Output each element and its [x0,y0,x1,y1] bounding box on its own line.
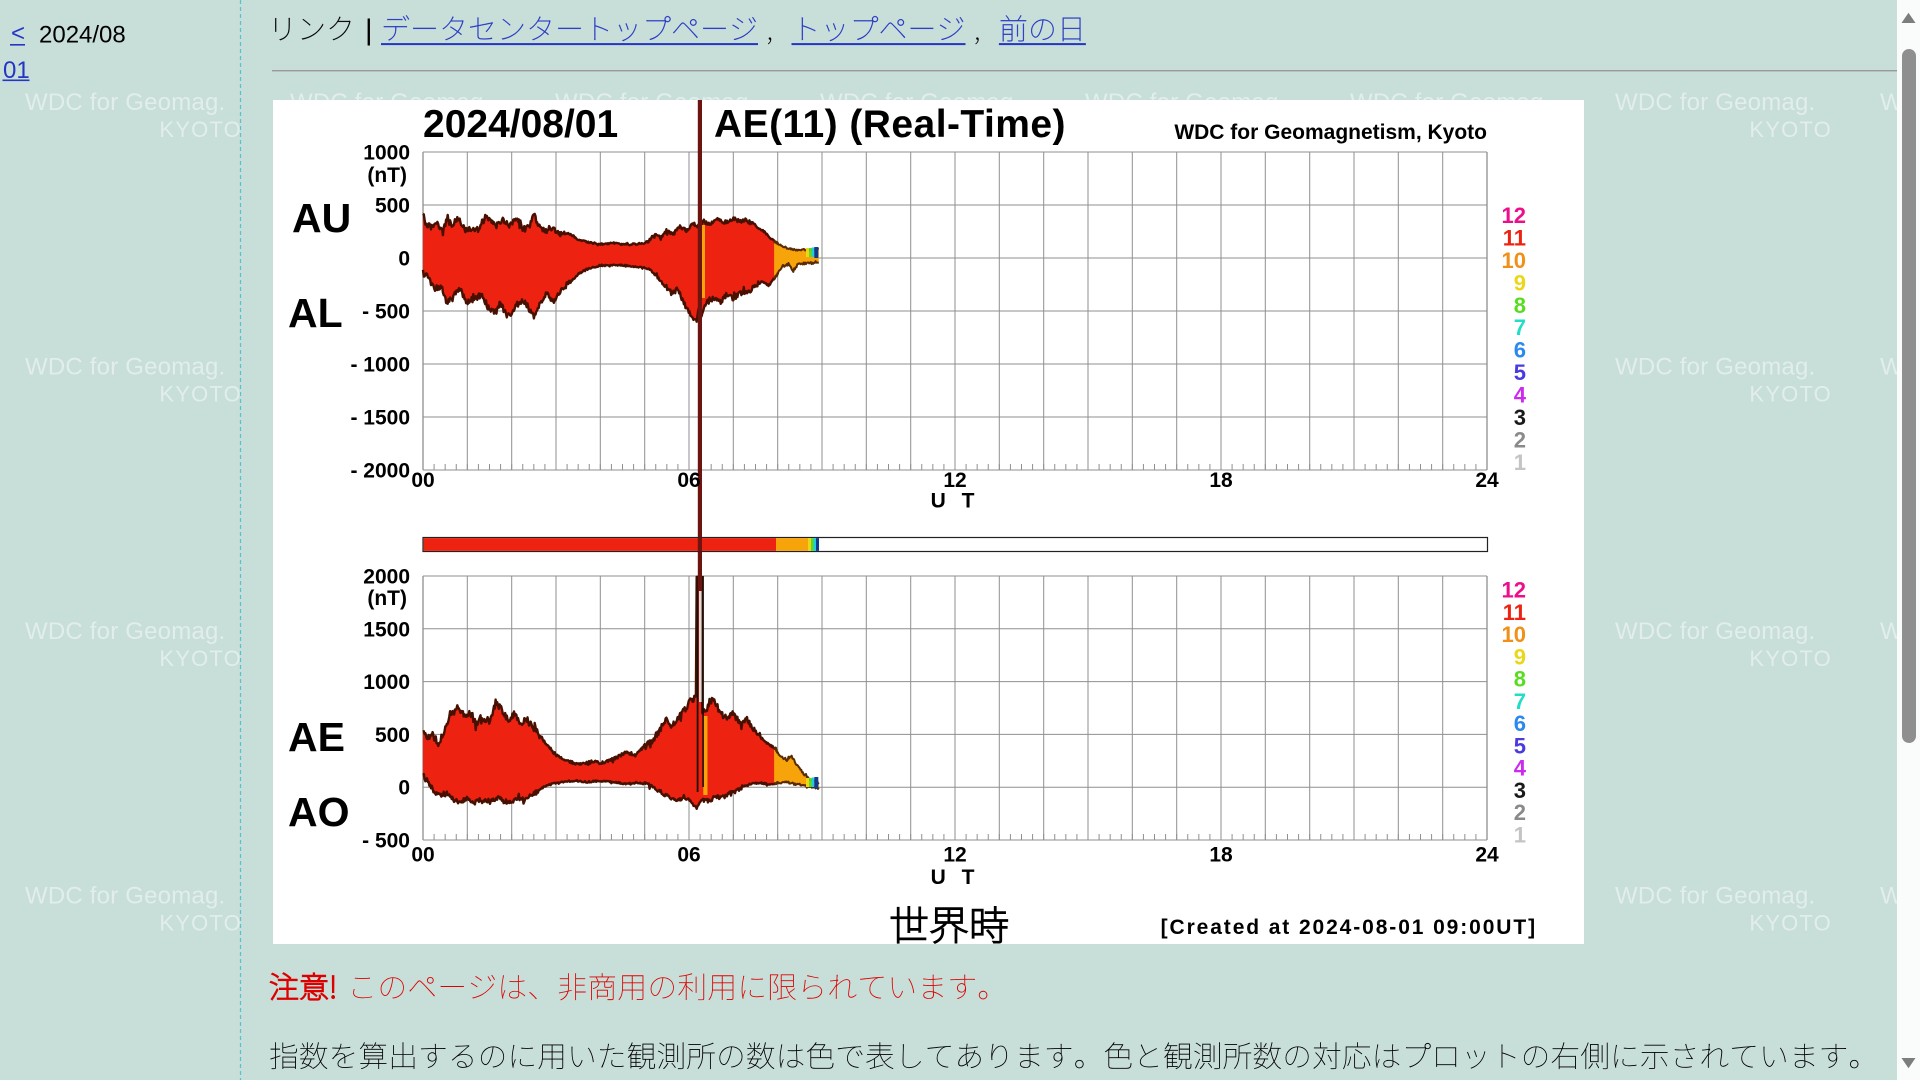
svg-text:<: < [11,20,25,47]
svg-text:6: 6 [1514,711,1526,736]
svg-text:7: 7 [1514,315,1526,340]
svg-text:- 2000: - 2000 [350,460,410,483]
svg-text:AE: AE [288,714,345,760]
svg-text:2000: 2000 [363,566,410,589]
svg-text:500: 500 [375,724,410,747]
svg-text:06: 06 [677,469,700,492]
svg-text:6: 6 [1514,338,1526,363]
svg-text:18: 18 [1209,844,1233,867]
svg-text:4: 4 [1514,756,1527,781]
svg-text:00: 00 [411,469,434,492]
svg-text:12: 12 [943,844,966,867]
svg-text:1: 1 [1514,450,1526,475]
svg-text:1000: 1000 [363,671,410,694]
svg-text:7: 7 [1514,689,1526,714]
svg-text:12: 12 [1502,203,1526,228]
svg-text:2024/08/01: 2024/08/01 [423,103,618,146]
svg-text:11: 11 [1503,225,1526,250]
svg-text:12: 12 [1502,578,1526,603]
svg-text:- 1500: - 1500 [350,407,410,430]
svg-text:18: 18 [1209,469,1233,492]
svg-text:10: 10 [1502,622,1526,647]
svg-text:4: 4 [1514,383,1527,408]
svg-text:5: 5 [1514,733,1526,758]
svg-text:06: 06 [677,844,700,867]
svg-text:3: 3 [1514,405,1526,430]
svg-text:WDC for Geomagnetism, Kyoto: WDC for Geomagnetism, Kyoto [1174,121,1487,144]
svg-text:1000: 1000 [363,142,410,165]
svg-text:- 1000: - 1000 [350,354,410,377]
svg-text:(nT): (nT) [367,587,407,610]
svg-text:U T: U T [931,866,980,889]
svg-text:0: 0 [398,248,410,271]
svg-text:11: 11 [1503,600,1526,625]
svg-text:(nT): (nT) [367,164,407,187]
svg-text:8: 8 [1514,667,1526,692]
svg-text:3: 3 [1514,778,1526,803]
svg-text:- 500: - 500 [362,301,410,324]
svg-text:12: 12 [943,469,966,492]
svg-text:1: 1 [1514,823,1526,848]
svg-text:|: | [365,15,373,47]
svg-text:500: 500 [375,195,410,218]
svg-text:AL: AL [288,290,343,336]
svg-text:1500: 1500 [363,618,410,641]
svg-text:24: 24 [1475,469,1499,492]
svg-text:2024/08: 2024/08 [39,22,126,49]
svg-text:2: 2 [1514,800,1526,825]
svg-text:U T: U T [931,490,980,513]
svg-text:0: 0 [398,777,410,800]
svg-text:8: 8 [1514,293,1526,318]
svg-text:9: 9 [1514,644,1526,669]
svg-text:AU: AU [292,195,351,241]
svg-text:[Created at 2024-08-01 09:00UT: [Created at 2024-08-01 09:00UT] [1161,916,1537,939]
svg-text:5: 5 [1514,360,1526,385]
svg-text:10: 10 [1502,248,1526,273]
svg-text:2: 2 [1514,428,1526,453]
svg-text:AO: AO [288,789,350,835]
svg-text:00: 00 [411,844,434,867]
svg-text:- 500: - 500 [362,830,410,853]
svg-text:24: 24 [1475,844,1499,867]
svg-text:AE(11) (Real-Time): AE(11) (Real-Time) [714,103,1066,146]
svg-text:9: 9 [1514,270,1526,295]
